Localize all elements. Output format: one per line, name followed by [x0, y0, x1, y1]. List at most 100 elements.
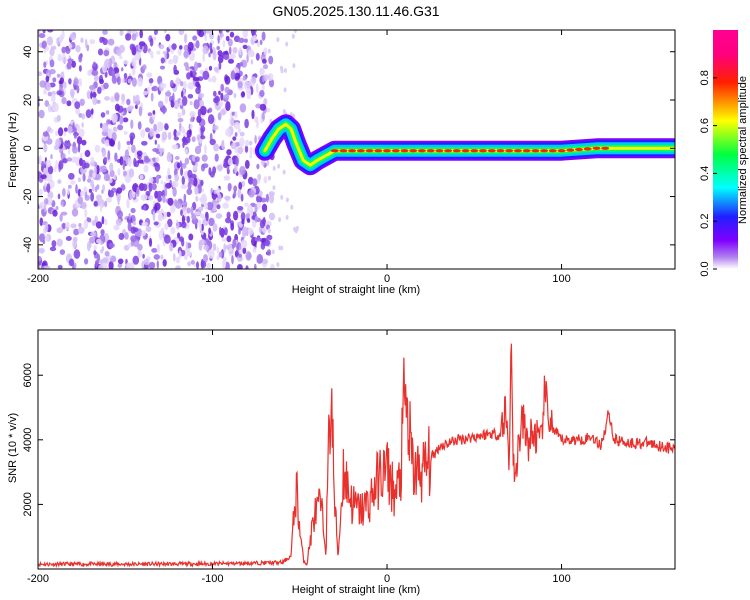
spectrogram-noise-blob	[213, 202, 218, 209]
spectrogram-noise-blob	[216, 46, 220, 50]
spectrogram-noise-blob	[255, 83, 259, 94]
spectrogram-noise-blob	[73, 77, 79, 86]
spectrogram-noise-blob	[89, 85, 96, 90]
spectrogram-noise-blob	[186, 188, 193, 195]
spectrogram-noise-blob	[224, 176, 230, 181]
spectrogram-noise-blob	[134, 51, 142, 61]
spectrogram-noise-blob	[235, 156, 239, 167]
spectrogram-noise-blob	[187, 181, 192, 190]
spectrogram-noise-blob	[228, 46, 232, 55]
spectrogram-noise-blob	[241, 91, 246, 98]
spectrogram-noise-blob	[143, 258, 150, 266]
spectrogram-noise-blob	[97, 48, 104, 56]
spectrogram-noise-blob	[52, 209, 58, 217]
spectrogram-noise-blob	[56, 90, 63, 96]
spectrogram-noise-blob	[99, 202, 103, 213]
spectrogram-noise-blob	[164, 91, 172, 97]
spectrogram-noise-blob	[218, 100, 224, 107]
spectrogram-noise-blob	[167, 174, 172, 180]
spectrogram-noise-blob	[38, 265, 41, 269]
spectrogram-noise-blob	[163, 211, 168, 219]
spectrogram-noise-blob	[113, 126, 118, 133]
spectrogram-noise-blob	[57, 179, 62, 184]
spectrogram-noise-blob	[167, 197, 174, 206]
spectrogram-noise-blob	[39, 217, 44, 226]
spectrogram-noise-blob	[45, 159, 52, 168]
spectrogram-noise-blob	[156, 190, 163, 197]
spectrogram-noise-blob	[229, 31, 235, 38]
spectrogram-noise-blob	[196, 115, 202, 123]
spectrogram-noise-blob	[81, 122, 84, 128]
spectrogram-noise-blob	[184, 148, 188, 155]
spectrogram-noise-blob	[72, 236, 78, 243]
spectrogram-frame	[37, 29, 676, 270]
spectrogram-noise-blob	[151, 160, 154, 167]
spectrogram-ridge-core	[409, 149, 418, 153]
spectrogram-noise-blob	[207, 109, 210, 114]
spectrogram-noise-blob	[60, 211, 68, 216]
spectrogram-x-tick-label: 0	[384, 273, 390, 285]
spectrogram-noise-blob	[75, 107, 80, 115]
spectrogram-noise-blob	[254, 215, 259, 223]
spectrogram-noise-blob	[187, 41, 194, 52]
spectrogram-y-axis-label: Frequency (Hz)	[7, 112, 19, 188]
spectrogram-noise-blob	[46, 183, 51, 193]
spectrogram-noise-blob	[99, 259, 104, 264]
spectrogram-noise-blob	[260, 197, 267, 203]
spectrogram-noise-blob	[124, 149, 129, 159]
spectrogram-noise-blob	[192, 165, 198, 171]
spectrogram-noise-blob	[213, 97, 219, 104]
spectrogram-noise-blob	[216, 187, 221, 196]
spectrogram-noise-blob	[199, 213, 205, 219]
spectrogram-noise-blob	[166, 153, 173, 162]
spectrogram-noise-blob	[187, 261, 192, 267]
spectrogram-noise-blob	[266, 249, 272, 256]
spectrogram-noise-blob	[181, 90, 184, 99]
spectrogram-noise-blob	[104, 250, 110, 257]
spectrogram-noise-blob	[108, 190, 114, 198]
spectrogram-ridge-core	[348, 149, 357, 153]
spectrogram-noise-blob	[186, 72, 191, 80]
spectrogram-noise-blob	[226, 149, 232, 156]
spectrogram-noise-blob	[142, 64, 147, 71]
spectrogram-noise-blob	[209, 30, 215, 40]
spectrogram-noise-blob	[49, 59, 55, 68]
spectrogram-noise-blob	[116, 187, 123, 194]
spectrogram-noise-blob	[178, 30, 185, 36]
spectrogram-noise-blob	[254, 237, 262, 242]
spectrogram-noise-blob	[218, 61, 222, 70]
spectrogram-noise-blob	[95, 221, 103, 229]
spectrogram-noise-blob	[200, 258, 204, 269]
spectrogram-noise-blob	[250, 210, 254, 218]
spectrogram-noise-blob	[217, 54, 224, 64]
spectrogram-noise-blob	[234, 111, 238, 119]
spectrogram-noise-blob	[239, 62, 244, 67]
spectrogram-noise-blob	[216, 246, 219, 254]
spectrogram-noise-blob	[255, 52, 260, 61]
spectrogram-noise-blob	[148, 261, 156, 269]
spectrogram-noise-blob	[55, 138, 61, 148]
spectrogram-noise-blob	[200, 135, 206, 140]
spectrogram-noise-blob	[73, 228, 80, 236]
spectrogram-noise-blob	[204, 34, 207, 42]
spectrogram-noise-blob	[225, 245, 229, 250]
spectrogram-noise-blob	[73, 134, 77, 139]
spectrogram-noise-blob	[67, 187, 70, 196]
spectrogram-noise-blob	[256, 41, 260, 48]
spectrogram-noise-blob	[240, 212, 246, 221]
spectrogram-noise-blob	[187, 251, 192, 257]
spectrogram-noise-blob	[129, 190, 133, 200]
spectrogram-noise-blob	[242, 75, 247, 81]
spectrogram-noise-blob	[237, 188, 242, 199]
spectrogram-noise-blob	[132, 227, 139, 233]
spectrogram-noise-blob	[122, 161, 126, 171]
spectrogram-noise-blob	[204, 144, 207, 154]
spectrogram-y-tick-label: -40	[22, 237, 34, 253]
spectrogram-noise-blob	[216, 255, 220, 260]
spectrogram-noise-blob	[104, 218, 108, 226]
spectrogram-noise-blob	[240, 193, 244, 202]
spectrogram-noise-blob	[92, 91, 97, 98]
spectrogram-noise-blob	[119, 115, 124, 125]
spectrogram-noise-blob	[177, 112, 182, 118]
spectrogram-ridge-core	[391, 149, 400, 153]
